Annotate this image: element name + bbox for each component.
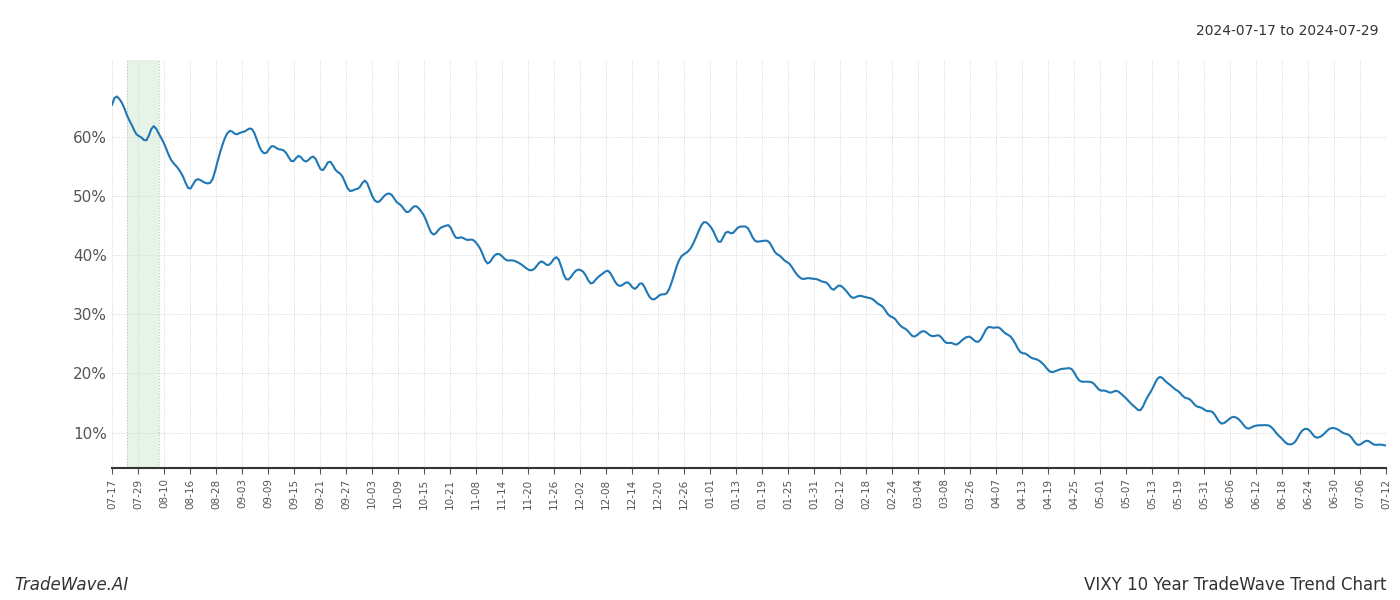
Text: TradeWave.AI: TradeWave.AI bbox=[14, 576, 129, 594]
Text: VIXY 10 Year TradeWave Trend Chart: VIXY 10 Year TradeWave Trend Chart bbox=[1084, 576, 1386, 594]
Text: 2024-07-17 to 2024-07-29: 2024-07-17 to 2024-07-29 bbox=[1197, 24, 1379, 38]
Bar bbox=[127, 60, 158, 468]
